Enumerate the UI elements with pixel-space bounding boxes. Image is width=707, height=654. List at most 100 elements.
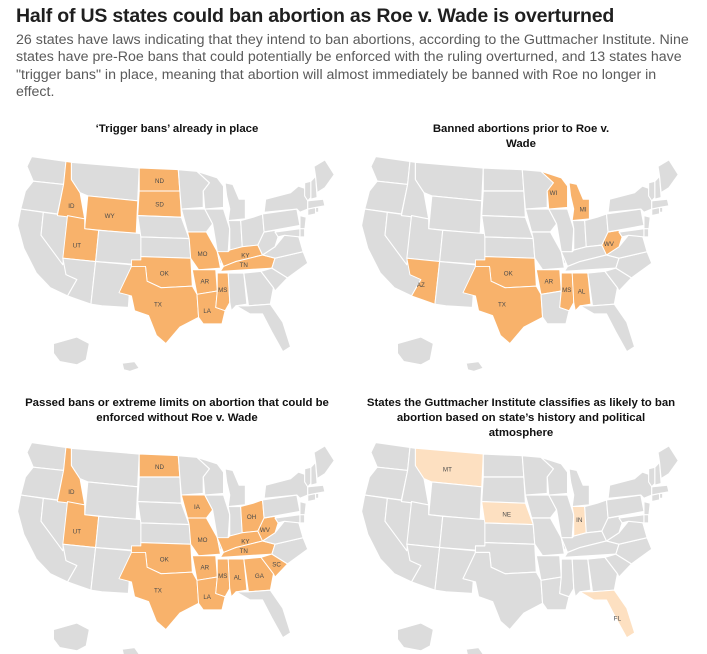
state-de — [299, 514, 306, 524]
state-ma — [307, 198, 326, 210]
state-in — [227, 219, 243, 251]
state-wa — [26, 155, 67, 186]
us-map: WI MI WV AZ OK AR TX MS AL — [361, 155, 679, 372]
state-ms — [559, 558, 575, 598]
state-label-ms: MS — [218, 287, 227, 294]
page-subtitle: 26 states have laws indicating that they… — [16, 32, 689, 100]
state-nm — [434, 546, 477, 595]
state-label-al: AL — [234, 574, 242, 581]
state-ne — [137, 501, 190, 526]
state-ny — [263, 185, 309, 213]
panel-title: Banned abortions prior to Roe v. Wade — [432, 123, 610, 150]
state-ks — [484, 522, 536, 545]
state-fl — [235, 589, 292, 639]
state-label-oh: OH — [247, 514, 257, 521]
state-label-tx: TX — [154, 587, 163, 594]
state-wi — [540, 170, 568, 210]
state-ny — [607, 471, 653, 499]
state-label-la: LA — [203, 594, 211, 601]
state-tx — [118, 265, 200, 345]
state-ia — [524, 494, 558, 519]
state-label-ms: MS — [218, 573, 227, 580]
state-ak — [396, 336, 434, 366]
state-tx — [462, 551, 544, 631]
state-ga — [243, 270, 274, 307]
state-mi — [224, 182, 246, 222]
state-label-mi: MI — [580, 206, 587, 213]
state-mi — [568, 182, 590, 222]
state-label-az: AZ — [417, 282, 425, 289]
us-map: MT NE IN FL — [361, 441, 679, 654]
state-mt — [414, 161, 484, 202]
state-nc — [271, 537, 309, 565]
state-label-mt: MT — [443, 466, 452, 473]
state-label-id: ID — [68, 489, 75, 496]
us-map: ID UT WY ND SD MO KY OK AR TN TX LA MS — [17, 155, 335, 372]
state-vt — [304, 466, 312, 488]
panel-title: Passed bans or extreme limits on abortio… — [25, 397, 329, 424]
panel-title: States the Guttmacher Institute classifi… — [366, 397, 676, 439]
state-ga — [587, 556, 618, 593]
state-mt — [70, 447, 140, 488]
state-ny — [607, 185, 653, 213]
state-nc — [271, 251, 309, 279]
state-ma — [651, 198, 670, 210]
state-vt — [648, 466, 656, 488]
state-ak — [396, 622, 434, 652]
page-title: Half of US states could ban abortion as … — [16, 5, 615, 27]
state-label-ky: KY — [241, 252, 250, 259]
state-vt — [304, 180, 312, 202]
state-me — [657, 159, 679, 194]
state-ri — [315, 206, 320, 213]
state-label-ar: AR — [200, 565, 209, 572]
state-or — [20, 180, 65, 215]
state-wy — [428, 195, 483, 235]
state-label-wy: WY — [105, 213, 116, 220]
state-ga — [243, 556, 274, 593]
state-label-sc: SC — [272, 561, 281, 568]
state-me — [313, 445, 335, 480]
state-md — [618, 514, 645, 524]
state-hi — [121, 646, 140, 654]
state-label-in: IN — [576, 517, 583, 524]
state-label-nd: ND — [155, 464, 164, 471]
state-ri — [659, 492, 664, 499]
state-ri — [315, 492, 320, 499]
state-label-ut: UT — [73, 242, 81, 249]
state-ga — [587, 270, 618, 307]
state-label-fl: FL — [614, 615, 622, 622]
state-label-tn: TN — [240, 262, 249, 269]
state-label-id: ID — [68, 203, 75, 210]
state-hi — [121, 360, 140, 372]
state-nd — [482, 453, 525, 478]
state-wy — [84, 481, 139, 521]
state-or — [364, 466, 409, 501]
state-label-ok: OK — [504, 270, 514, 277]
state-wi — [196, 456, 225, 496]
state-ny — [263, 471, 309, 499]
state-md — [618, 228, 645, 238]
state-label-ky: KY — [241, 538, 250, 545]
state-nc — [615, 537, 653, 565]
state-me — [657, 445, 679, 480]
state-label-la: LA — [203, 308, 211, 315]
state-label-ar: AR — [200, 279, 209, 286]
state-label-ia: IA — [194, 504, 201, 511]
state-ks — [484, 236, 536, 259]
state-label-mo: MO — [197, 251, 207, 258]
state-label-wv: WV — [604, 241, 615, 248]
state-nd — [482, 167, 525, 192]
state-nm — [90, 260, 133, 309]
state-tx — [462, 265, 544, 345]
panel-title: ‘Trigger bans’ already in place — [95, 123, 259, 135]
state-ia — [180, 494, 214, 519]
state-ia — [180, 208, 214, 233]
state-label-sd: SD — [155, 201, 164, 208]
state-de — [643, 228, 650, 238]
us-map: ID UT ND IA MO OH KY WV OK AR TN TX LA MS AL GA SC — [17, 441, 335, 654]
state-wy — [428, 481, 483, 521]
state-or — [364, 180, 409, 215]
state-ks — [140, 522, 192, 545]
state-label-ms: MS — [562, 287, 571, 294]
state-ne — [481, 215, 534, 240]
